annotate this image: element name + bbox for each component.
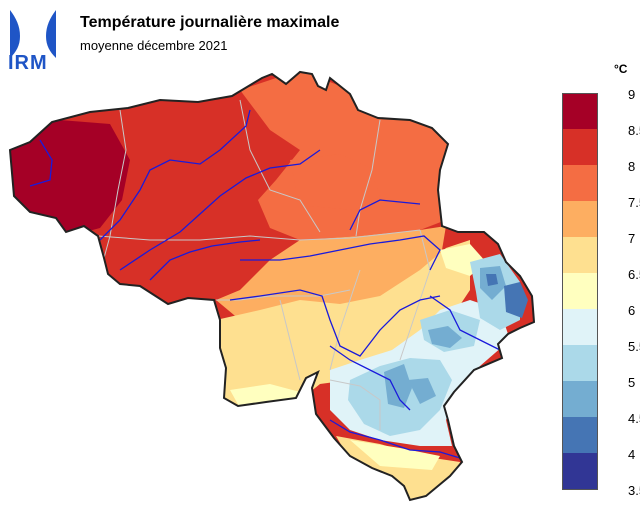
legend-tick: 7 [628,231,636,246]
legend-tick: 7.5 [628,195,640,210]
irm-logo [10,10,56,58]
legend-bin-7.5-8 [562,165,598,202]
logo-text: IRM [8,52,48,74]
legend-tick: 4.5 [628,411,640,426]
legend-tick: 5.5 [628,339,640,354]
legend-bin-4.5-5 [562,381,598,418]
legend-bin-8-8.5 [562,129,598,166]
legend-tick: 6.5 [628,267,640,282]
map-subtitle: moyenne décembre 2021 [80,38,228,53]
map-title: Température journalière maximale [80,14,340,31]
legend-tick: 3.5 [628,483,640,498]
legend-tick: 8 [628,159,636,174]
legend-bin-5-5.5 [562,345,598,382]
legend-bin-4-4.5 [562,417,598,454]
legend-bin-3.5-4 [562,453,598,490]
legend-bin-7-7.5 [562,201,598,238]
legend-bin-5.5-6 [562,309,598,346]
legend-bin-6-6.5 [562,273,598,310]
legend-tick: 6 [628,303,636,318]
legend-bin-6.5-7 [562,237,598,274]
legend-tick: 5 [628,375,636,390]
legend-bin-8.5-9 [562,93,598,131]
legend-tick: 9 [628,87,636,102]
legend-tick: 4 [628,447,636,462]
legend-tick: 8.5 [628,123,640,138]
legend-unit: °C [614,62,628,76]
temperature-map [9,71,535,501]
